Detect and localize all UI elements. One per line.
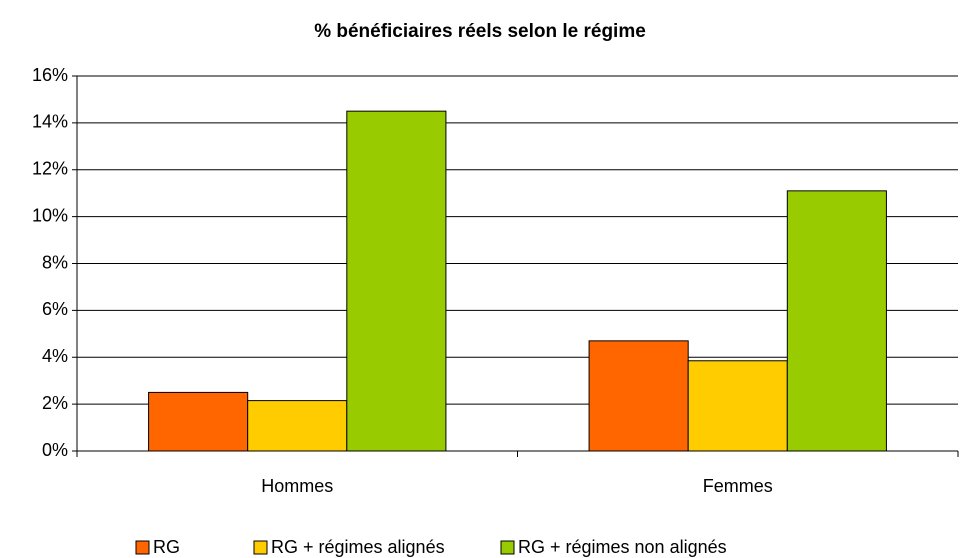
legend-label: RG + régimes alignés — [271, 537, 445, 557]
y-tick-label: 6% — [42, 299, 68, 319]
legend-label: RG — [153, 537, 180, 557]
x-tick-label: Hommes — [261, 476, 333, 496]
bar — [786, 190, 887, 452]
legend-swatch — [500, 540, 515, 555]
x-tick-label: Femmes — [703, 476, 773, 496]
y-tick-label: 2% — [42, 393, 68, 413]
chart-title: % bénéficiaires réels selon le régime — [314, 21, 646, 42]
y-tick-label: 8% — [42, 252, 68, 272]
y-tick-label: 4% — [42, 346, 68, 366]
y-tick-label: 14% — [32, 112, 68, 132]
y-tick-label: 12% — [32, 159, 68, 179]
bar — [588, 340, 689, 452]
legend-label: RG + régimes non alignés — [518, 537, 727, 557]
y-tick-label: 0% — [42, 440, 68, 460]
bar — [247, 400, 348, 452]
bar — [148, 391, 249, 452]
y-tick-label: 16% — [32, 65, 68, 85]
legend-swatch — [135, 540, 150, 555]
bar — [346, 110, 447, 452]
legend-swatch — [253, 540, 268, 555]
bar — [687, 360, 788, 452]
y-tick-label: 10% — [32, 205, 68, 225]
